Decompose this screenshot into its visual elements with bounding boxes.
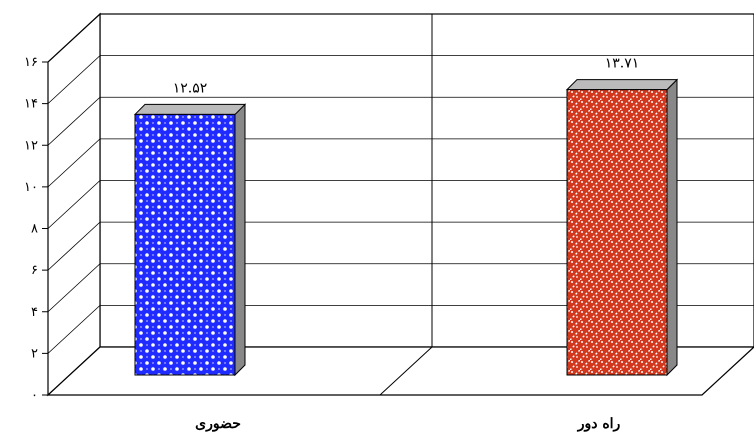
- y-tick-label: ۱۰: [24, 180, 38, 195]
- labels: ۱۲.۵۲ حضوری ۱۳.۷۱ راه دور: [173, 56, 640, 432]
- gridline-side: [47, 13, 101, 63]
- data-label: ۱۳.۷۱: [605, 56, 640, 72]
- gridline-side: [47, 96, 101, 146]
- gridline-side: [47, 55, 101, 104]
- y-tick-label: ۴: [31, 305, 38, 320]
- y-tick-label: ۱۶: [24, 55, 38, 70]
- x-category-label: حضوری: [195, 416, 241, 432]
- y-tick-label: ۲: [31, 346, 38, 361]
- y-tick-label: ۶: [31, 263, 38, 278]
- y-tick-label: ۸: [31, 222, 38, 237]
- gridline-side: [47, 263, 101, 313]
- y-tick-label: ۱۴: [24, 97, 38, 112]
- gridline-side: [47, 180, 101, 229]
- floor-divider: [379, 346, 433, 396]
- bar-side: [234, 103, 246, 377]
- x-category-label: راه دور: [577, 416, 621, 432]
- bar-top: [565, 79, 679, 91]
- y-tick-label: ۰: [31, 388, 38, 403]
- y-tick-label: ۱۲: [24, 138, 38, 153]
- bar-top: [133, 103, 247, 115]
- gridline-side: [47, 305, 101, 354]
- gridline-side: [47, 221, 101, 271]
- bar: [134, 113, 236, 376]
- gridline-side: [47, 138, 101, 188]
- data-label: ۱۲.۵۲: [173, 80, 208, 96]
- bar: [566, 89, 668, 376]
- bar-side: [666, 78, 678, 377]
- bars: [133, 78, 679, 377]
